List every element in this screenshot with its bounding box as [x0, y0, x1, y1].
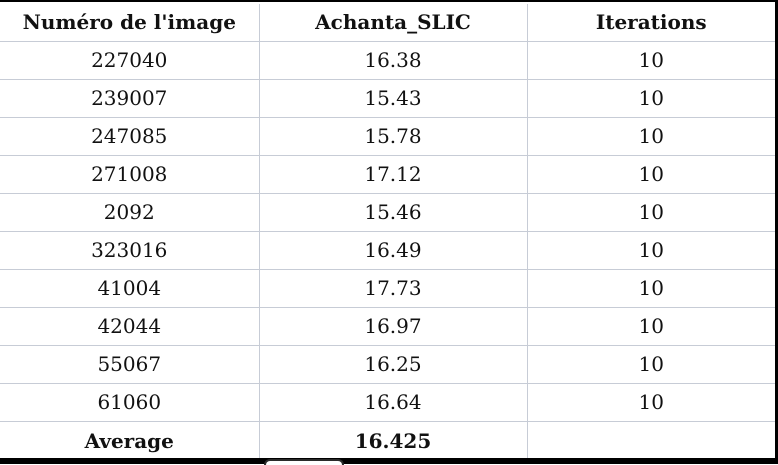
- cell-achanta-slic: 16.64: [259, 383, 528, 422]
- cell-iterations: 10: [527, 383, 775, 422]
- cell-image-number: 2092: [0, 193, 260, 232]
- table-row: 323016 16.49 10: [0, 231, 775, 270]
- cell-achanta-slic: 17.73: [259, 269, 528, 308]
- results-table: Numéro de l'image Achanta_SLIC Iteration…: [0, 4, 775, 460]
- cell-iterations: 10: [527, 155, 775, 194]
- table-row: 239007 15.43 10: [0, 79, 775, 118]
- cell-iterations: 10: [527, 345, 775, 384]
- table-row: 271008 17.12 10: [0, 155, 775, 194]
- cell-image-number: 227040: [0, 41, 260, 80]
- table-row: 227040 16.38 10: [0, 41, 775, 80]
- cell-achanta-slic: 16.25: [259, 345, 528, 384]
- average-row: Average 16.425: [0, 421, 775, 460]
- bottom-border: [0, 458, 778, 464]
- cell-achanta-slic: 16.38: [259, 41, 528, 80]
- cell-image-number: 41004: [0, 269, 260, 308]
- cell-achanta-slic: 16.49: [259, 231, 528, 270]
- cell-image-number: 247085: [0, 117, 260, 156]
- cell-image-number: 42044: [0, 307, 260, 346]
- table-row: 2092 15.46 10: [0, 193, 775, 232]
- average-value: 16.425: [259, 421, 528, 460]
- table-row: 247085 15.78 10: [0, 117, 775, 156]
- cell-iterations: 10: [527, 79, 775, 118]
- average-label: Average: [0, 421, 260, 460]
- cell-iterations: 10: [527, 193, 775, 232]
- cell-iterations: 10: [527, 269, 775, 308]
- table-row: 42044 16.97 10: [0, 307, 775, 346]
- cell-image-number: 271008: [0, 155, 260, 194]
- cell-iterations: 10: [527, 41, 775, 80]
- cell-image-number: 323016: [0, 231, 260, 270]
- column-header-image-number: Numéro de l'image: [0, 4, 260, 42]
- cell-iterations: 10: [527, 231, 775, 270]
- cell-image-number: 55067: [0, 345, 260, 384]
- average-iterations-cell: [527, 421, 775, 460]
- table-row: 61060 16.64 10: [0, 383, 775, 422]
- cell-achanta-slic: 15.43: [259, 79, 528, 118]
- table-row: 55067 16.25 10: [0, 345, 775, 384]
- cell-achanta-slic: 15.46: [259, 193, 528, 232]
- cell-iterations: 10: [527, 307, 775, 346]
- scroll-tab-handle[interactable]: [264, 459, 344, 465]
- cell-achanta-slic: 17.12: [259, 155, 528, 194]
- cell-image-number: 61060: [0, 383, 260, 422]
- header-row: Numéro de l'image Achanta_SLIC Iteration…: [0, 4, 775, 42]
- cell-image-number: 239007: [0, 79, 260, 118]
- column-header-iterations: Iterations: [527, 4, 775, 42]
- cell-achanta-slic: 15.78: [259, 117, 528, 156]
- cell-iterations: 10: [527, 117, 775, 156]
- table-row: 41004 17.73 10: [0, 269, 775, 308]
- cell-achanta-slic: 16.97: [259, 307, 528, 346]
- column-header-achanta-slic: Achanta_SLIC: [259, 4, 528, 42]
